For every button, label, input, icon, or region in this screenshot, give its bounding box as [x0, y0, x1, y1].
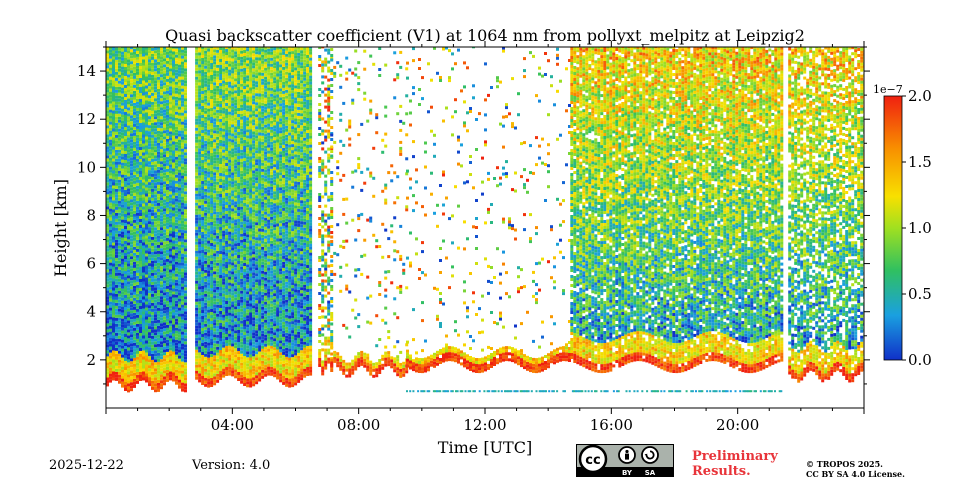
copyright-note: © TROPOS 2025. CC BY SA 4.0 License.: [806, 459, 905, 479]
copyright-line-1: © TROPOS 2025.: [806, 459, 905, 469]
y-tick-label: 2: [86, 351, 96, 369]
preliminary-line-2: Results.: [692, 464, 778, 479]
cc-license-badge: cc BY SA: [576, 444, 674, 477]
x-axis-label: Time [UTC]: [438, 438, 532, 457]
y-tick-label: 8: [86, 206, 96, 224]
x-tick-label: 08:00: [337, 416, 380, 434]
y-tick-label: 6: [86, 255, 96, 273]
y-tick-label: 10: [77, 158, 96, 176]
colorbar-tick-label: 2.0: [908, 87, 932, 105]
cc-icon: cc: [580, 446, 606, 472]
colorbar-tick-label: 1.0: [908, 219, 932, 237]
colorbar-tick-label: 0.0: [908, 351, 932, 369]
sa-icon: [642, 447, 658, 463]
y-tick-label: 12: [77, 110, 96, 128]
y-tick-label: 4: [86, 303, 96, 321]
backscatter-heatmap: [106, 44, 866, 392]
colorbar: [884, 96, 902, 360]
x-tick-label: 12:00: [463, 416, 506, 434]
x-tick-label: 04:00: [211, 416, 254, 434]
preliminary-results-note: Preliminary Results.: [692, 449, 778, 479]
colorbar-axis: 0.0 0.5 1.0 1.5 2.0: [902, 87, 932, 369]
cc-sa-label: SA: [645, 469, 656, 477]
colorbar-exponent: 1e−7: [873, 83, 903, 96]
copyright-line-2: CC BY SA 4.0 License.: [806, 469, 905, 479]
x-tick-label: 16:00: [590, 416, 633, 434]
x-tick-label: 20:00: [716, 416, 759, 434]
cc-by-label: BY: [622, 469, 633, 477]
colorbar-tick-label: 0.5: [908, 285, 932, 303]
colorbar-tick-label: 1.5: [908, 153, 932, 171]
footer-version: Version: 4.0: [192, 458, 270, 473]
y-axis-label: Height [km]: [51, 179, 70, 277]
y-tick-label: 14: [77, 62, 96, 80]
by-icon: [619, 447, 635, 463]
footer-date: 2025-12-22: [49, 458, 124, 473]
preliminary-line-1: Preliminary: [692, 449, 778, 464]
